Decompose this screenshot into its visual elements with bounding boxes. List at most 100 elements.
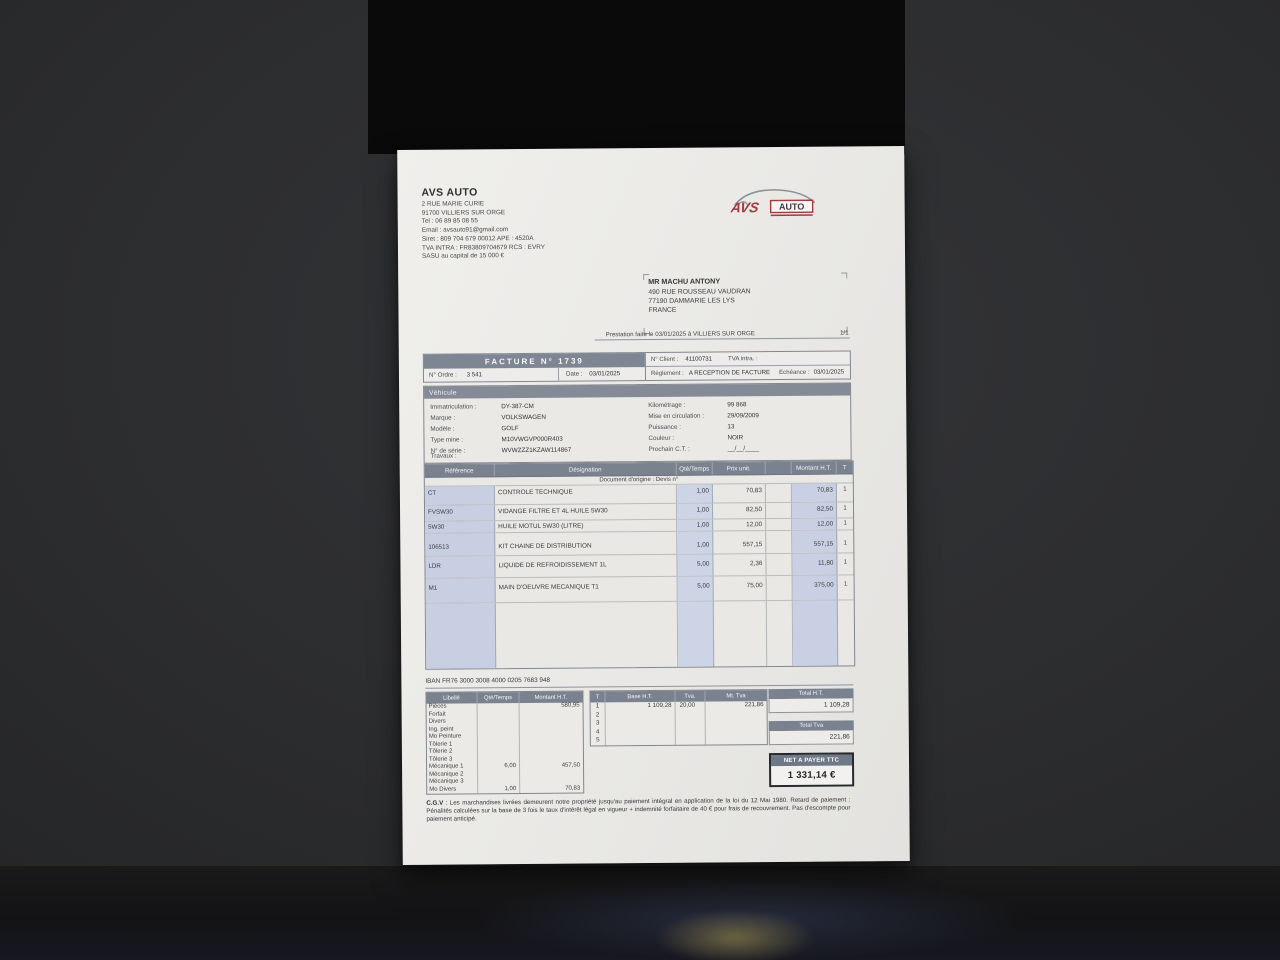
- filler-cell: [766, 600, 794, 667]
- vehicle-label: Mise en circulation :: [648, 412, 704, 421]
- tax-rate: [675, 727, 706, 737]
- tax-t: 1: [590, 702, 606, 712]
- vehicle-value: 13: [727, 423, 735, 431]
- travaux-label: Travaux :: [430, 452, 457, 460]
- item-blank: [766, 553, 793, 576]
- payment-row: Règlement : A RECEPTION DE FACTURE Echéa…: [646, 365, 850, 380]
- item-designation: KIT CHAINE DE DISTRIBUTION: [495, 531, 678, 556]
- filler-cell: [425, 603, 497, 669]
- net-to-pay-value: 1 331,14 €: [787, 769, 836, 781]
- labour-label: Mo Divers: [427, 785, 479, 794]
- header-rate: Tva.: [675, 690, 706, 702]
- vehicle-label: Puissance :: [648, 423, 681, 432]
- item-designation: CONTROLE TECHNIQUE: [494, 484, 677, 505]
- item-amount: 557,15: [792, 530, 838, 553]
- net-to-pay-header: NET A PAYER TTC: [770, 754, 853, 767]
- vehicle-label: Type mine :: [430, 436, 464, 444]
- item-amount: 375,00: [792, 575, 838, 600]
- header-t: T: [842, 463, 847, 472]
- company-address-line: SASU au capital de 15 000 €: [422, 252, 505, 261]
- item-unit-price: 82,50: [712, 503, 767, 519]
- avs-auto-logo: AVS AUTO: [731, 189, 816, 217]
- filler-cell: [792, 600, 839, 666]
- item-blank: [765, 502, 793, 519]
- total-ht-header: Total H.T.: [768, 688, 854, 700]
- invoice-date-label: Date :: [565, 370, 583, 378]
- tva-intra-label: TVA intra. :: [727, 355, 758, 363]
- order-number-label: N° Ordre :: [428, 371, 457, 379]
- tax-rate: [675, 710, 706, 720]
- items-filler-row: [425, 600, 855, 669]
- vehicle-label: Prochain C.T. :: [648, 445, 690, 454]
- item-designation: MAIN D'OEUVRE MECANIQUE T1: [495, 576, 678, 603]
- invoice-document: AVS AUTO 2 RUE MARIE CURIE 91700 VILLIER…: [397, 146, 910, 865]
- vehicle-value: GOLF: [501, 425, 519, 433]
- totals-column: Total H.T. 1 109,28 Total Tva 221,86 NET…: [768, 688, 855, 788]
- header-qty: Qté/Temps: [477, 692, 520, 704]
- labour-amount: 70,83: [565, 785, 581, 792]
- prestation-line: Prestation faite le 03/01/2025 à VILLIER…: [594, 328, 850, 341]
- vehicle-section: Véhicule Immatriculation : Marque : Modè…: [423, 382, 852, 464]
- item-ref: LDR: [425, 556, 496, 578]
- total-tva-value: 221,86: [768, 730, 854, 746]
- tax-rate: [675, 718, 706, 728]
- crop-mark: [841, 272, 848, 279]
- item-amount: 82,50: [791, 502, 838, 518]
- recipient-name: MR MACHU ANTONY: [648, 276, 721, 287]
- total-tva-header: Total Tva: [768, 720, 854, 732]
- header-unit-price: Prix unit.: [712, 462, 766, 475]
- item-ref: CT: [424, 486, 495, 505]
- cgv-text: : Les marchandises livrées demeurent not…: [426, 796, 851, 823]
- labour-row: Mo Divers 1,00 70,83: [427, 785, 583, 794]
- header-libelle: Libellé: [426, 692, 478, 704]
- invoice-order-row: N° Ordre : 3 541 Date : 03/01/2025: [423, 367, 645, 382]
- item-qty: 1,00: [677, 519, 714, 531]
- logo-auto-box: [769, 199, 814, 214]
- tax-rate: [675, 735, 706, 745]
- filler-cell: [838, 600, 855, 665]
- item-blank: [766, 518, 793, 531]
- item-ref: FVSW30: [424, 505, 496, 521]
- item-unit-price: 12,00: [713, 519, 767, 531]
- recipient-address-line: 490 RUE ROUSSEAU VAUDRAN: [648, 288, 751, 297]
- order-number-value: 3 541: [466, 371, 483, 379]
- vehicle-value: NOIR: [727, 434, 744, 442]
- item-unit-price: 70,83: [712, 484, 766, 503]
- tax-t: 3: [590, 719, 606, 729]
- invoice-meta-pane: N° Client : 41100731 TVA intra. : Règlem…: [645, 351, 850, 380]
- client-number-label: N° Client :: [650, 355, 679, 364]
- vehicle-values-left: DY-387-CM VOLKSWAGEN GOLF M10VWGVP000R40…: [501, 401, 571, 457]
- vehicle-value: __/__/____: [727, 445, 760, 453]
- items-table: Référence Désignation Qté/Temps Prix uni…: [423, 460, 856, 670]
- header-qty: Qté/Temps: [676, 462, 713, 475]
- vehicle-labels-right: Kilométrage : Mise en circulation : Puis…: [648, 400, 704, 455]
- invoice-date-value: 03/01/2025: [589, 370, 621, 378]
- prestation-text: Prestation faite le 03/01/2025 à VILLIER…: [605, 330, 755, 339]
- vehicle-value: 29/09/2009: [727, 412, 759, 420]
- tax-t: 4: [590, 728, 606, 737]
- item-qty: 5,00: [677, 576, 714, 601]
- cgv-footer: C.G.V : Les marchandises livrées demeure…: [426, 796, 850, 823]
- vehicle-value: DY-387-CM: [501, 402, 534, 411]
- vehicle-value: M10VWGVP000R403: [501, 435, 563, 444]
- item-qty: 1,00: [677, 531, 714, 554]
- item-t: 1: [843, 505, 847, 512]
- item-unit-price: 2,36: [713, 554, 767, 576]
- tax-rate: 20,00: [675, 701, 706, 711]
- labour-summary-table: Libellé Qté/Temps Montant H.T. Pièces 580…: [425, 690, 585, 795]
- echeance-label: Echéance :: [779, 368, 810, 377]
- vehicle-value: 99 868: [727, 401, 747, 409]
- item-t: 1: [843, 520, 847, 527]
- logo-underline: [770, 214, 813, 217]
- labour-qty: 1,00: [478, 785, 521, 794]
- item-t: 1: [843, 486, 847, 493]
- item-ref: M1: [425, 578, 496, 603]
- logo-avs-text: AVS: [731, 199, 761, 215]
- item-amount: 11,80: [792, 553, 838, 575]
- item-amount: 70,83: [791, 483, 837, 502]
- item-designation: LIQUIDE DE REFROIDISSEMENT 1L: [495, 554, 678, 578]
- item-ref: 5W30: [425, 521, 496, 533]
- recipient-address-line: FRANCE: [648, 306, 677, 314]
- item-t: 1: [843, 540, 847, 547]
